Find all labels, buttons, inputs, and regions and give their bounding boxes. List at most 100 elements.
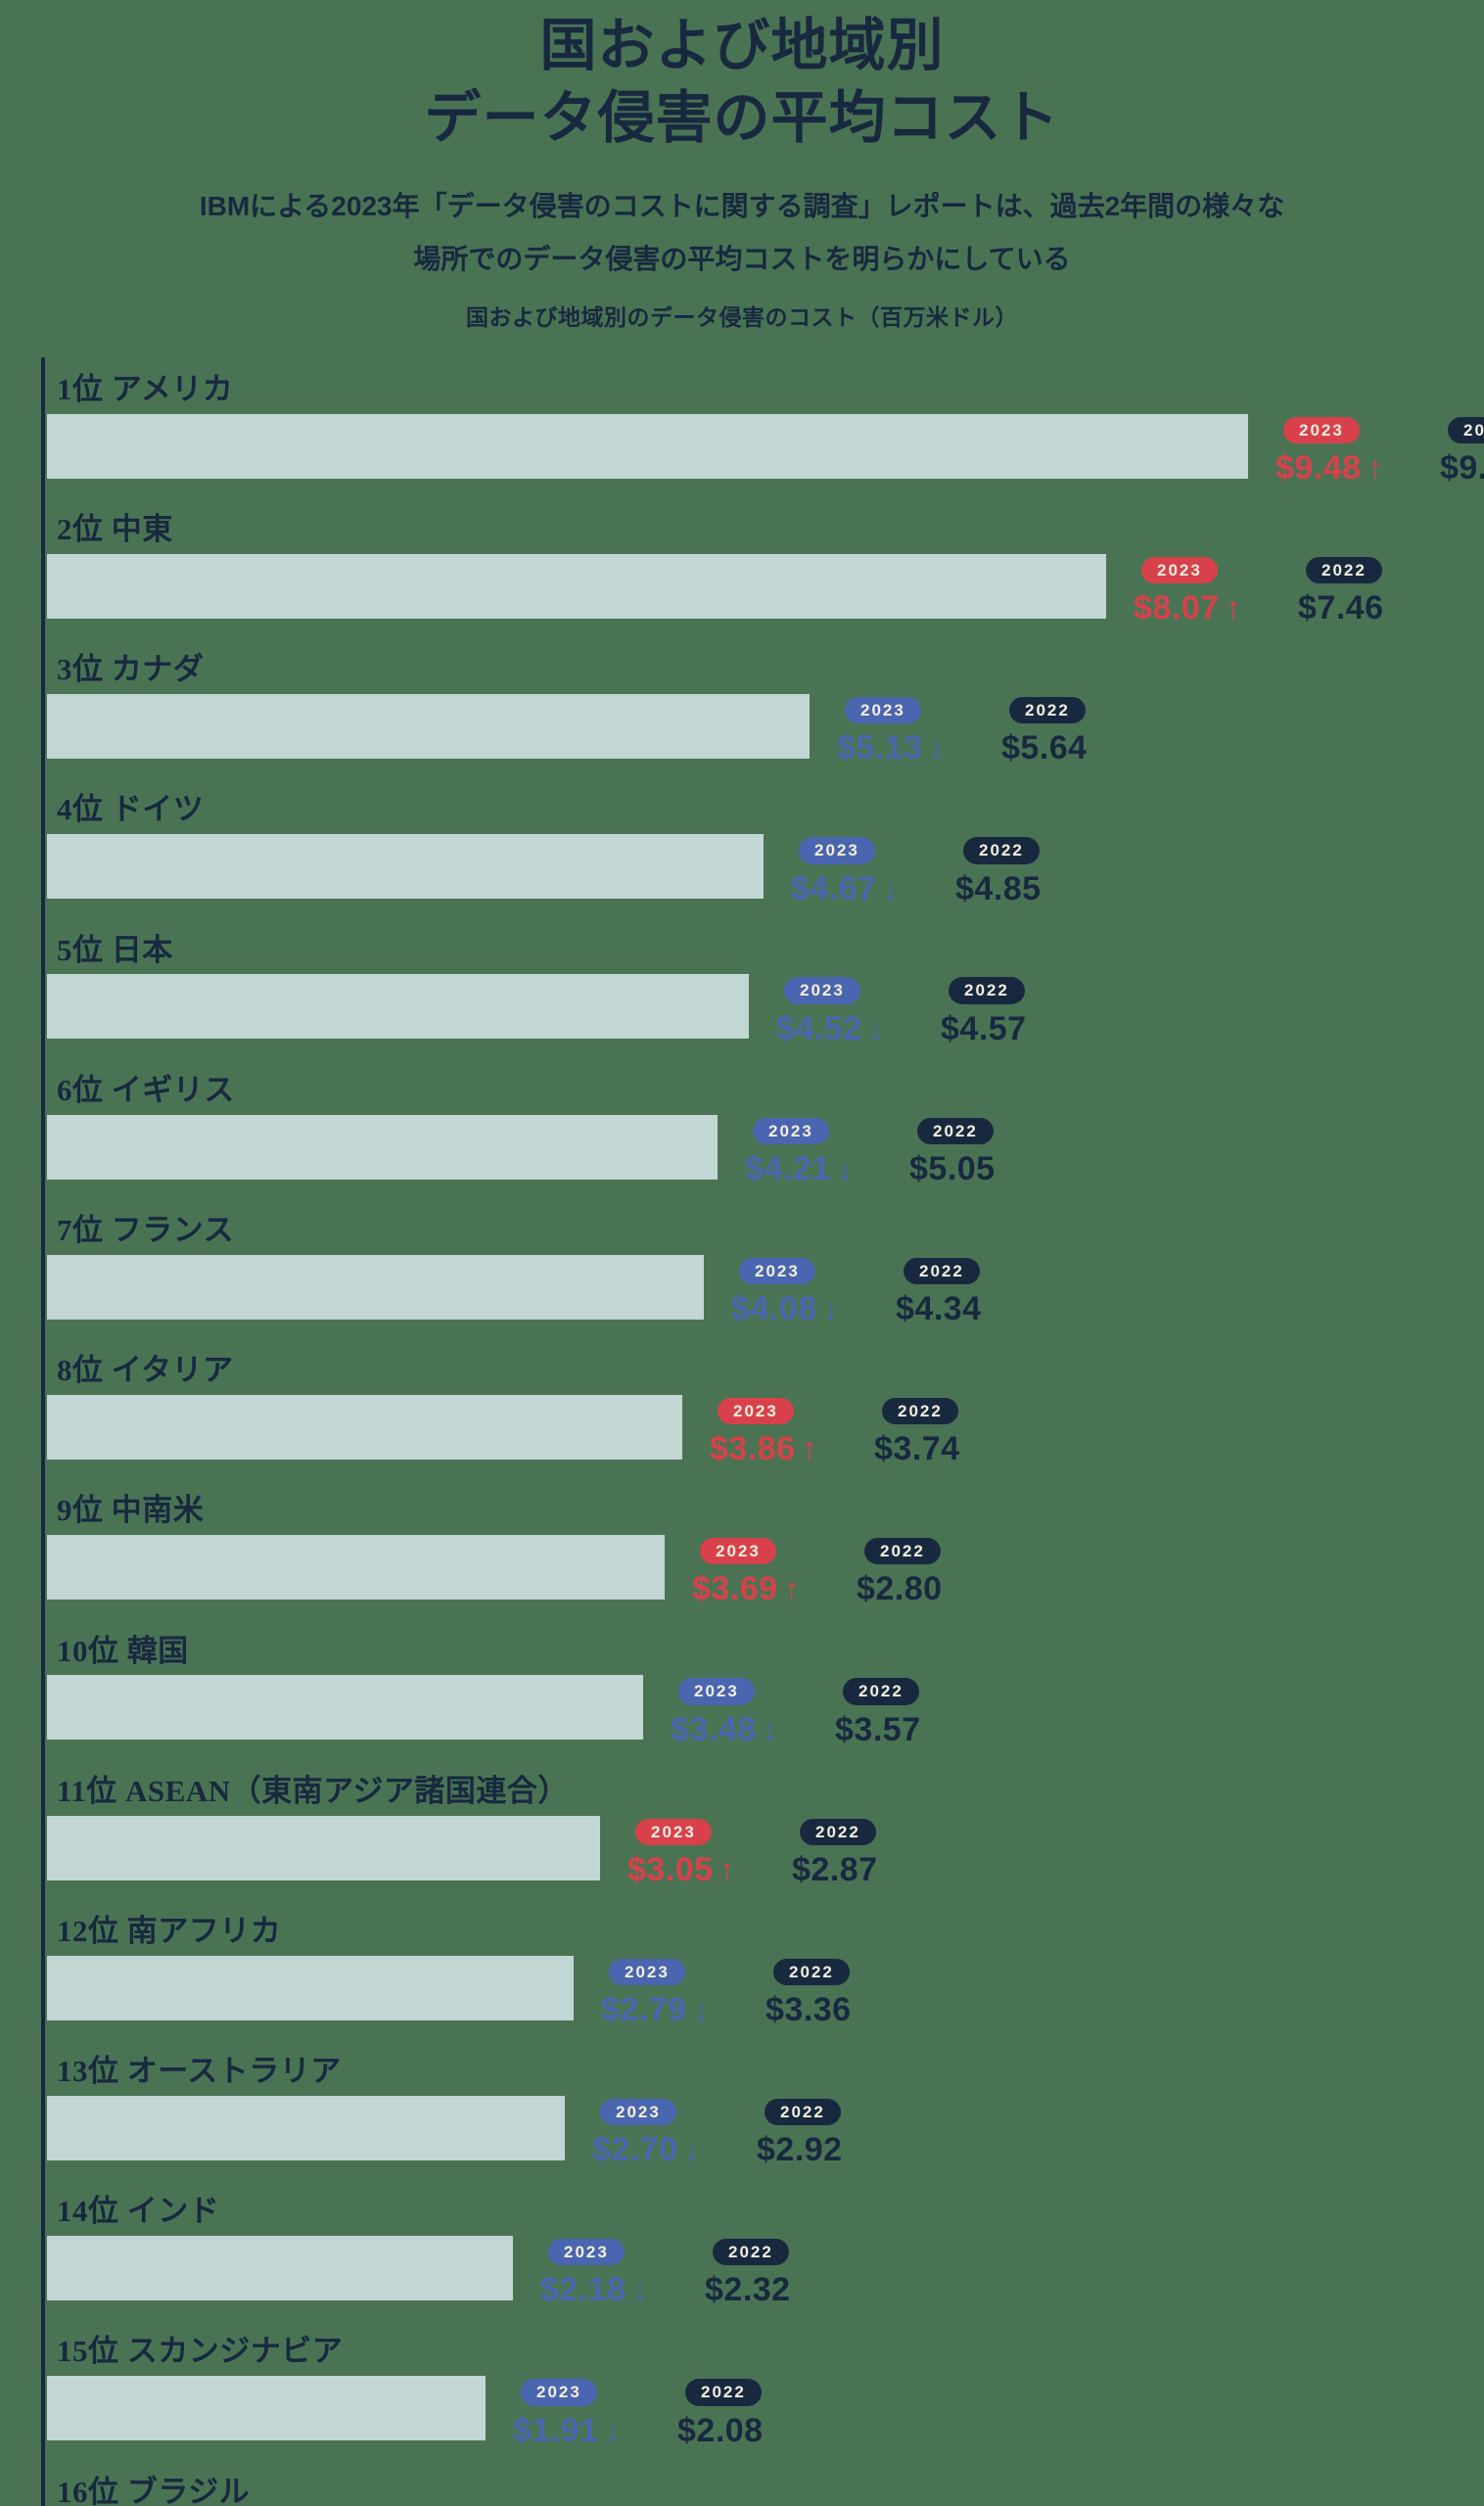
year-badge-2022: 2022 (882, 1398, 958, 1425)
value-2023: $3.48 (671, 1710, 757, 1748)
chart-row: 6位 イギリス 2023 $4.21 ↓ 2022 $5.05 (47, 1070, 1484, 1188)
bar-2023 (47, 1114, 718, 1180)
value-group-2022: 2022 $7.46 (1298, 554, 1435, 627)
value-2023-line: $2.18 ↓ (540, 2271, 648, 2309)
value-2022: $9.44 (1440, 448, 1484, 487)
value-2022: $4.34 (896, 1290, 982, 1328)
year-badge-2023: 2023 (799, 837, 875, 864)
value-group-2022: 2022 $5.05 (909, 1115, 1046, 1188)
value-group-2022: 2022 $3.57 (835, 1675, 972, 1748)
value-2023: $3.69 (692, 1570, 778, 1608)
row-label: 14位 インド (57, 2194, 220, 2229)
value-2023-line: $3.86 ↑ (710, 1430, 817, 1468)
value-2022: $3.74 (874, 1430, 960, 1468)
trend-down-icon: ↓ (867, 1010, 885, 1046)
row-label: 9位 中南米 (57, 1493, 205, 1528)
trend-down-icon: ↓ (822, 1291, 840, 1327)
value-group-2023: 2023 $4.21 ↓ (745, 1115, 882, 1188)
row-bar-line: 2023 $4.67 ↓ 2022 $4.85 (47, 834, 1484, 907)
value-group-2022: 2022 $2.92 (757, 2096, 894, 2169)
year-badge-2023: 2023 (678, 1678, 755, 1705)
value-group-2022: 2022 $3.74 (874, 1395, 1011, 1468)
year-badge-2022: 2022 (864, 1538, 941, 1565)
bar-chart: 1位 アメリカ 2023 $9.48↑ 2022 $9.44 2位 中東 202… (41, 356, 1484, 2506)
trend-down-icon: ↓ (762, 1711, 779, 1747)
value-group-2022: 2022 $4.34 (896, 1255, 1033, 1328)
bar-2023 (47, 1395, 682, 1460)
year-badge-2022: 2022 (713, 2239, 789, 2266)
value-2023: $8.07 (1134, 589, 1220, 627)
page-title: 国および地域別 データ侵害の平均コスト (0, 10, 1484, 155)
chart-row: 10位 韓国 2023 $3.48 ↓ 2022 $3.57 (47, 1631, 1484, 1749)
value-2023: $2.18 (540, 2271, 626, 2309)
value-2023: $4.52 (776, 1009, 862, 1047)
row-bar-line: 2023 $8.07 ↑ 2022 $7.46 (47, 553, 1484, 627)
year-badge-2023: 2023 (1141, 556, 1218, 584)
chart-row: 3位 カナダ 2023 $5.13 ↓ 2022 $5.64 (47, 649, 1484, 767)
value-2022: $2.92 (757, 2131, 843, 2169)
value-group-2023: 2023 $2.79 ↓ (601, 1956, 738, 2029)
subtitle-line-2: 場所でのデータ侵害の平均コストを明らかにしている (413, 243, 1071, 274)
trend-down-icon: ↓ (692, 1992, 710, 2027)
value-group-2023: 2023 $8.07 ↑ (1134, 554, 1271, 627)
value-group-2023: 2023 $9.48 ↑ (1275, 414, 1413, 487)
row-bar-line: 2023 $2.18 ↓ 2022 $2.32 (47, 2236, 1484, 2309)
bar-2023 (47, 2236, 513, 2301)
year-badge-2022: 2022 (917, 1117, 994, 1144)
trend-down-icon: ↓ (882, 870, 900, 906)
value-2023-line: $3.69 ↑ (692, 1570, 800, 1608)
chart-row: 5位 日本 2023 $4.52 ↓ 2022 $4.57 (47, 930, 1484, 1048)
row-label: 5位 日本 (57, 932, 173, 967)
value-2023-line: $4.08 ↓ (731, 1290, 839, 1328)
value-group-2022: 2022 $2.08 (677, 2376, 814, 2449)
year-badge-2023: 2023 (700, 1538, 776, 1565)
value-group-2023: 2023 $3.48 ↓ (671, 1675, 808, 1748)
value-2022: $2.80 (857, 1570, 943, 1608)
year-badge-2022: 2022 (765, 2098, 841, 2126)
value-group-2023: 2023 $3.69 ↑ (692, 1535, 829, 1608)
value-2022: $2.87 (792, 1850, 878, 1888)
chart-row: 11位 ASEAN（東南アジア諸国連合） 2023 $3.05 ↑ 2022 $2… (47, 1771, 1484, 1889)
chart-row: 8位 イタリア 2023 $3.86 ↑ 2022 $3.74 (47, 1350, 1484, 1468)
bar-2023 (47, 1535, 665, 1601)
bar-2023 (47, 2095, 565, 2160)
row-bar-line: 2023 $4.21 ↓ 2022 $5.05 (47, 1114, 1484, 1188)
value-2023: $4.08 (731, 1290, 817, 1328)
chart-row: 12位 南アフリカ 2023 $2.79 ↓ 2022 $3.36 (47, 1911, 1484, 2029)
infographic-header: 国および地域別 データ侵害の平均コスト IBMによる2023年「データ侵害のコス… (0, 10, 1484, 332)
trend-down-icon: ↓ (928, 730, 946, 766)
row-label: 7位 フランス (57, 1212, 235, 1247)
value-group-2022: 2022 $2.80 (857, 1535, 994, 1608)
trend-down-icon: ↓ (836, 1150, 854, 1186)
bar-2023 (47, 974, 749, 1040)
value-2022: $3.36 (765, 1991, 852, 2028)
year-badge-2022: 2022 (773, 1958, 850, 1985)
year-badge-2022: 2022 (685, 2379, 762, 2406)
row-bar-line: 2023 $4.08 ↓ 2022 $4.34 (47, 1254, 1484, 1328)
value-group-2023: 2023 $5.13 ↓ (837, 694, 974, 767)
value-2022: $2.08 (677, 2411, 764, 2449)
year-badge-2023: 2023 (635, 1818, 712, 1845)
value-2022: $4.57 (941, 1009, 1027, 1047)
year-badge-2022: 2022 (1448, 416, 1484, 443)
value-group-2023: 2023 $3.05 ↑ (627, 1816, 765, 1889)
value-2022: $7.46 (1298, 589, 1384, 627)
chart-row: 7位 フランス 2023 $4.08 ↓ 2022 $4.34 (47, 1210, 1484, 1328)
year-badge-2022: 2022 (904, 1257, 980, 1285)
row-label: 8位 イタリア (57, 1353, 234, 1388)
trend-up-icon: ↑ (783, 1571, 801, 1607)
row-label: 1位 アメリカ (57, 371, 234, 406)
row-bar-line: 2023 $2.70 ↓ 2022 $2.92 (47, 2095, 1484, 2169)
value-2022: $3.57 (835, 1710, 921, 1748)
year-badge-2022: 2022 (1009, 697, 1086, 724)
year-badge-2023: 2023 (609, 1958, 685, 1985)
trend-up-icon: ↑ (719, 1851, 736, 1887)
subtitle: IBMによる2023年「データ侵害のコストに関する調査」レポートは、過去2年間の… (120, 180, 1364, 284)
year-badge-2022: 2022 (949, 977, 1025, 1004)
row-bar-line: 2023 $5.13 ↓ 2022 $5.64 (47, 694, 1484, 767)
value-2022: $4.85 (955, 869, 1042, 907)
trend-up-icon: ↑ (1367, 449, 1384, 486)
year-badge-2023: 2023 (521, 2379, 597, 2406)
value-group-2022: 2022 $2.32 (705, 2236, 842, 2309)
value-group-2022: 2022 $3.36 (765, 1956, 903, 2029)
